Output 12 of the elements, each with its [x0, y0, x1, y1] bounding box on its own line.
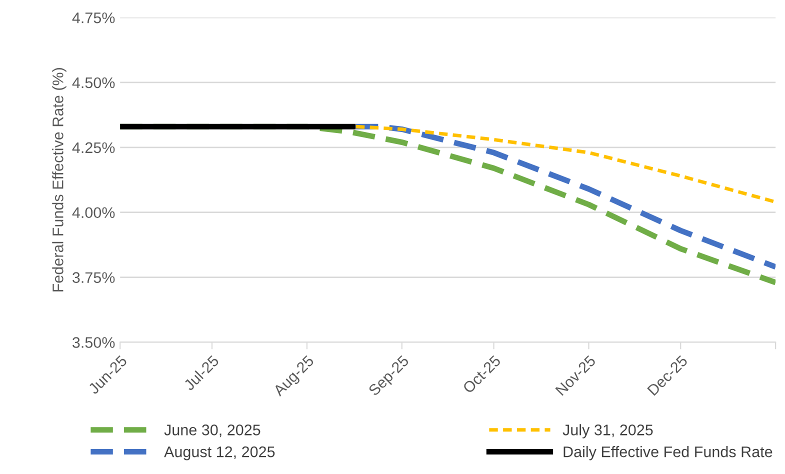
y-tick-label: 4.75% — [72, 12, 115, 24]
y-tick-label: 4.25% — [72, 142, 115, 154]
legend-label: Daily Effective Fed Funds Rate — [564, 446, 772, 460]
y-tick-label: 3.75% — [72, 272, 115, 283]
y-axis-title: Federal Funds Effective Rate (%) — [52, 68, 66, 292]
line-series — [354, 124, 776, 204]
legend-label: June 30, 2025 — [164, 424, 260, 438]
y-tick-label: 4.50% — [72, 77, 115, 88]
legend-label: August 12, 2025 — [164, 446, 275, 460]
y-tick-label: 3.50% — [72, 337, 115, 348]
legend-label: July 31, 2025 — [562, 424, 653, 438]
y-tick-label: 4.00% — [72, 207, 115, 218]
